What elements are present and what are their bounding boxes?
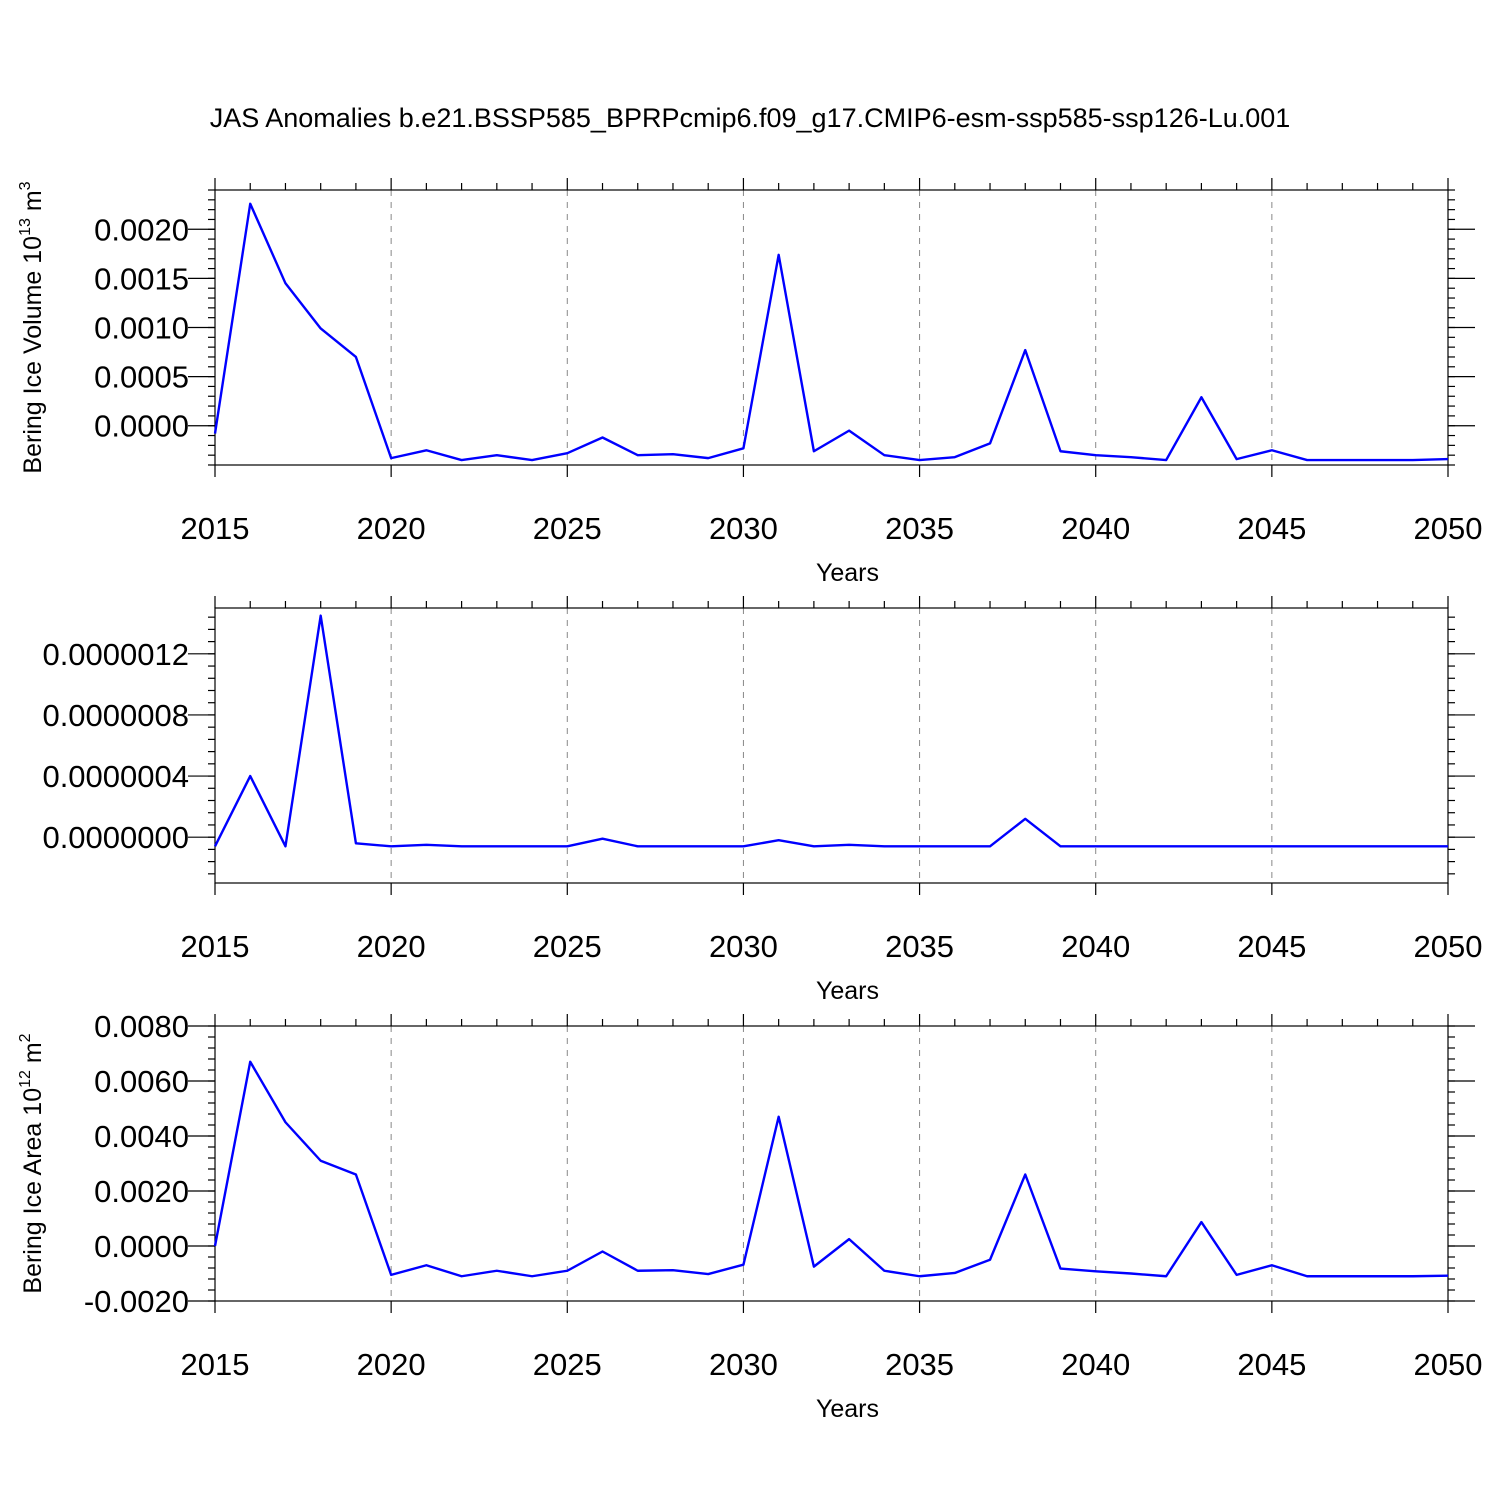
y-tick-label: 0.0020 [94,1174,189,1209]
y-tick-label: -0.0020 [84,1284,189,1319]
x-tick-label: 2035 [885,1347,954,1382]
x-tick-label: 2045 [1237,1347,1306,1382]
x-tick-label: 2050 [1414,929,1483,964]
y-tick-label: 0.0000004 [42,759,189,794]
x-tick-label: 2015 [181,1347,250,1382]
y-tick-label: 0.0000008 [42,698,189,733]
y-axis-title-exponent: 13 [17,218,34,236]
panel-3: 2015 2020 2025 2030 2035 2040 2045 2050 -0.0020 0… [17,1009,1482,1423]
y-tick-label: 0.0060 [94,1064,189,1099]
y-tick-label: 0.0000000 [42,820,189,855]
x-tick-label: 2015 [181,511,250,546]
y-tick-label: 0.0010 [94,311,189,346]
x-tick-label: 2025 [533,929,602,964]
x-tick-label: 2040 [1061,511,1130,546]
plot-frame [214,607,1449,884]
x-axis-title: Years [816,977,879,1005]
x-tick-label: 2045 [1237,929,1306,964]
x-tick-label: 2030 [709,929,778,964]
y-axis-title-exponent: 12 [17,1070,34,1088]
panels: 2015 2020 2025 2030 2035 2040 2045 2050 0.0000 0.… [17,178,1482,1423]
y-tick-label: 0.0005 [94,360,189,395]
y-tick-label: 0.0000 [94,1229,189,1264]
x-tick-label: 2020 [357,511,426,546]
x-tick-label: 2020 [357,929,426,964]
series-line [213,202,1449,462]
plot-frame [214,189,1449,466]
plot-frame [214,1025,1449,1302]
y-tick-label: 0.0020 [94,212,189,247]
x-tick-label: 2020 [357,1347,426,1382]
x-tick-label: 2050 [1414,1347,1483,1382]
x-tick-label: 2030 [709,1347,778,1382]
x-tick-label: 2015 [181,929,250,964]
series-line [213,1060,1449,1278]
y-axis-title-exponent: 3 [17,181,34,190]
y-axis-title-text: m [19,1042,47,1070]
y-axis-title: Bering Ice Volume 1013 m3 [17,181,47,473]
x-tick-label: 2030 [709,511,778,546]
x-tick-label: 2050 [1414,511,1483,546]
y-axis-title-exponent: 2 [17,1033,34,1042]
x-axis-title: Years [816,1395,879,1423]
series-line [213,614,1448,848]
y-tick-label: 0.0015 [94,261,189,296]
x-axis-title: Years [816,559,879,587]
x-tick-label: 2035 [885,929,954,964]
y-tick-label: 0.0000 [94,409,189,444]
y-tick-label: 0.0000012 [42,637,189,672]
y-axis-title-text: Bering Ice Volume 10 [19,236,47,474]
y-tick-label: 0.0040 [94,1119,189,1154]
panel-2: 2015 2020 2025 2030 2035 2040 2045 2050 0.000000… [42,596,1482,1005]
x-tick-label: 2025 [533,511,602,546]
y-axis-title-text: m [19,190,47,218]
x-tick-label: 2040 [1061,1347,1130,1382]
y-tick-label: 0.0080 [94,1009,189,1044]
x-tick-label: 2045 [1237,511,1306,546]
x-tick-label: 2035 [885,511,954,546]
panel-1: 2015 2020 2025 2030 2035 2040 2045 2050 0.0000 0.… [17,178,1482,587]
x-tick-label: 2040 [1061,929,1130,964]
x-tick-label: 2025 [533,1347,602,1382]
y-axis-title-text: Bering Ice Area 10 [19,1088,47,1294]
figure-title: JAS Anomalies b.e21.BSSP585_BPRPcmip6.f0… [210,103,1291,133]
y-axis-title: Bering Ice Area 1012 m2 [17,1033,47,1293]
